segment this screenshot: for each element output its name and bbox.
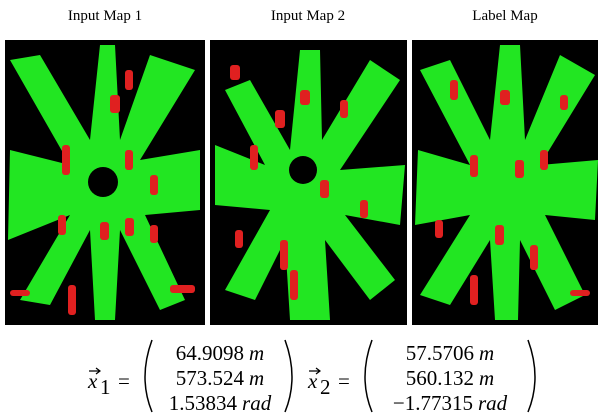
vector-entry: 57.5706 m [406, 341, 494, 365]
panel-title: Input Map 1 [68, 8, 142, 24]
vector-entry: 573.524 m [176, 366, 264, 390]
panel-title: Label Map [472, 8, 537, 24]
relation: = [118, 369, 130, 393]
map-panel [412, 40, 598, 325]
symbol: x [87, 369, 98, 393]
symbol: x [307, 369, 318, 393]
vector-entry: 1.53834 rad [169, 391, 272, 415]
subscript: 2 [320, 375, 331, 399]
vector-entry: 560.132 m [406, 366, 494, 390]
map-panel [210, 40, 407, 325]
vector-entry: −1.77315 rad [393, 391, 508, 415]
vector-entry: 64.9098 m [176, 341, 264, 365]
map-panel [5, 40, 205, 325]
relation: = [338, 369, 350, 393]
equation: x 1 = 64.9098 m 573.524 m 1.53834 rad [87, 339, 293, 415]
equation: x 2 = 57.5706 m 560.132 m −1.77315 rad [307, 339, 536, 415]
subscript: 1 [100, 375, 111, 399]
panel-title: Input Map 2 [271, 8, 345, 24]
